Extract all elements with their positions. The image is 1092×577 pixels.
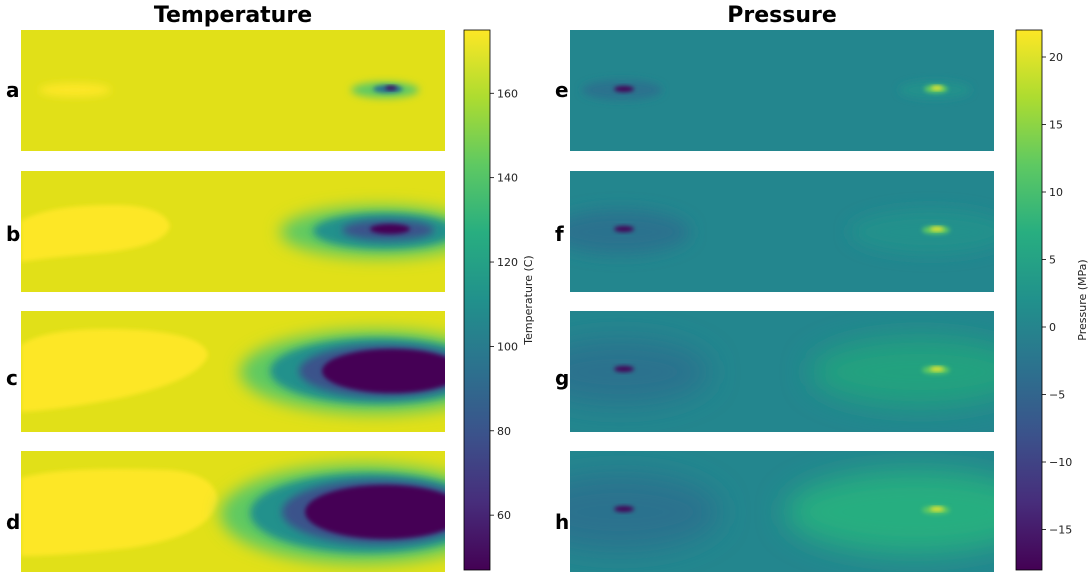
pressure-tick-label: −10 — [1049, 456, 1072, 469]
cold-core-c — [322, 349, 445, 393]
high-core-f — [930, 227, 944, 231]
temperature-tick-label: 140 — [497, 172, 518, 185]
temperature-colorbar-bar — [463, 29, 491, 571]
hot-zone-a — [39, 83, 111, 97]
pressure-panel-h — [570, 451, 994, 572]
pressure-tick-label: 10 — [1049, 186, 1063, 199]
temperature-tick-label: 100 — [497, 340, 518, 353]
pressure-panel-f — [570, 171, 994, 292]
pressure-tick-label: 15 — [1049, 119, 1063, 132]
panel-letter-d: d — [6, 510, 20, 534]
temperature-tick-label: 120 — [497, 256, 518, 269]
panel-letter-g: g — [555, 366, 569, 390]
panel-letter-f: f — [555, 222, 564, 246]
high-halo-h — [785, 470, 994, 554]
temperature-panel-c — [21, 311, 445, 432]
panel-letter-b: b — [6, 222, 20, 246]
hot-zone-d — [21, 469, 218, 556]
panel-letter-h: h — [555, 510, 569, 534]
hot-zone-c — [21, 329, 208, 412]
low-core-h — [614, 506, 634, 512]
pressure-colorbar-ticks: 20 15 10 5 0 −5 −10 −15 — [1042, 51, 1072, 537]
temperature-panel-b — [21, 171, 445, 292]
temperature-tick-label: 80 — [497, 425, 511, 438]
pressure-tick-label: −15 — [1049, 524, 1072, 537]
low-core-e — [614, 86, 634, 92]
panel-letter-a: a — [6, 78, 20, 102]
temperature-colorbar: 60 80 100 120 140 160 Temperature (C) — [463, 29, 535, 571]
low-halo-g — [570, 340, 710, 404]
pressure-tick-label: −5 — [1049, 389, 1065, 402]
low-halo-f — [570, 210, 690, 254]
pressure-tick-label: 0 — [1049, 321, 1056, 334]
temperature-title: Temperature — [154, 3, 312, 28]
cold-core-d — [305, 485, 445, 539]
pressure-colorbar-bar — [1015, 29, 1043, 571]
low-halo-h — [570, 474, 720, 550]
pressure-tick-label: 20 — [1049, 51, 1063, 64]
cold-core-b — [370, 224, 410, 234]
pressure-colorbar-label: Pressure (MPa) — [1076, 259, 1089, 340]
high-core-g — [930, 367, 944, 371]
temperature-panel-d — [21, 451, 445, 572]
pressure-tick-label: 5 — [1049, 254, 1056, 267]
high-core-e — [931, 86, 943, 90]
cold-core-a — [385, 86, 397, 90]
high-halo-g — [810, 338, 994, 406]
pressure-panel-e — [570, 30, 994, 151]
temperature-colorbar-ticks: 60 80 100 120 140 160 — [490, 87, 518, 522]
pressure-panel-g — [570, 311, 994, 432]
high-core-h — [930, 507, 944, 511]
temperature-colorbar-label: Temperature (C) — [522, 255, 535, 345]
temperature-tick-label: 60 — [497, 509, 511, 522]
pressure-title: Pressure — [727, 3, 837, 28]
high-halo-f — [850, 210, 994, 254]
hot-zone-b — [21, 204, 170, 262]
temperature-panel-a — [21, 30, 445, 151]
panel-letter-e: e — [555, 78, 569, 102]
low-core-f — [614, 226, 634, 232]
pressure-colorbar: 20 15 10 5 0 −5 −10 −15 Pressure (MPa) — [1015, 29, 1089, 571]
panel-letter-c: c — [6, 366, 18, 390]
low-core-g — [614, 366, 634, 372]
temperature-tick-label: 160 — [497, 87, 518, 100]
